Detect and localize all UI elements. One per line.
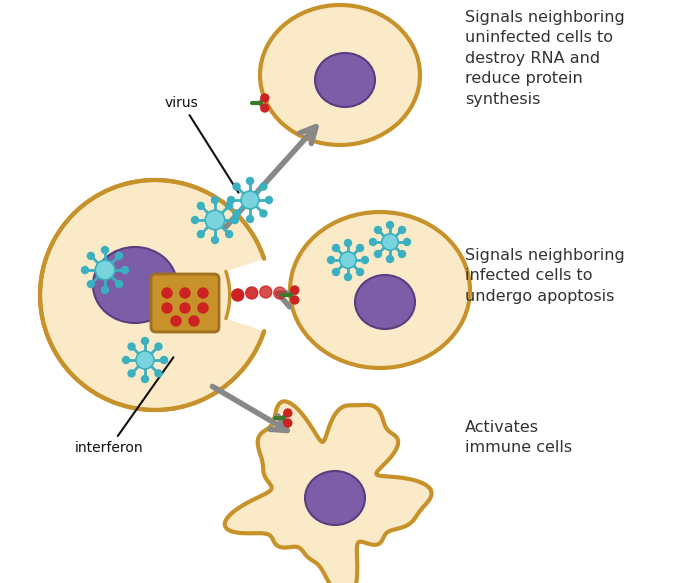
Text: Signals neighboring
uninfected cells to
destroy RNA and
reduce protein
synthesis: Signals neighboring uninfected cells to …	[465, 10, 624, 107]
Circle shape	[398, 226, 405, 233]
Circle shape	[171, 316, 181, 326]
Circle shape	[332, 244, 340, 251]
Circle shape	[284, 409, 292, 417]
Polygon shape	[225, 401, 432, 583]
Circle shape	[340, 252, 356, 268]
Circle shape	[228, 196, 234, 203]
Circle shape	[374, 226, 382, 233]
Circle shape	[290, 286, 299, 294]
Circle shape	[192, 216, 199, 223]
Circle shape	[232, 289, 244, 301]
Circle shape	[180, 288, 190, 298]
Circle shape	[116, 280, 122, 287]
Ellipse shape	[260, 5, 420, 145]
Circle shape	[344, 273, 351, 280]
Polygon shape	[226, 257, 275, 333]
Ellipse shape	[290, 212, 470, 368]
Circle shape	[122, 266, 129, 273]
Circle shape	[398, 251, 405, 258]
FancyBboxPatch shape	[151, 274, 219, 332]
Circle shape	[155, 370, 162, 377]
Circle shape	[189, 316, 199, 326]
Circle shape	[88, 280, 94, 287]
Text: virus: virus	[165, 96, 239, 192]
Text: Signals neighboring
infected cells to
undergo apoptosis: Signals neighboring infected cells to un…	[465, 248, 624, 304]
Circle shape	[128, 370, 135, 377]
Circle shape	[162, 303, 172, 313]
Circle shape	[197, 231, 204, 238]
Circle shape	[246, 287, 258, 299]
Ellipse shape	[315, 53, 375, 107]
Circle shape	[403, 238, 410, 245]
Circle shape	[205, 210, 225, 230]
Circle shape	[233, 210, 240, 217]
Circle shape	[386, 255, 393, 262]
Circle shape	[141, 375, 148, 382]
Circle shape	[128, 343, 135, 350]
Circle shape	[241, 191, 259, 209]
Ellipse shape	[305, 471, 365, 525]
Circle shape	[261, 94, 269, 102]
Circle shape	[225, 202, 232, 209]
Circle shape	[232, 216, 239, 223]
Circle shape	[198, 288, 208, 298]
Ellipse shape	[93, 247, 177, 323]
Circle shape	[136, 351, 154, 369]
Circle shape	[141, 338, 148, 345]
Circle shape	[356, 244, 363, 251]
Circle shape	[233, 183, 240, 190]
Circle shape	[198, 303, 208, 313]
Circle shape	[211, 196, 218, 203]
Circle shape	[81, 266, 88, 273]
Circle shape	[197, 202, 204, 209]
Circle shape	[246, 216, 253, 223]
Circle shape	[370, 238, 377, 245]
Circle shape	[246, 177, 253, 184]
Circle shape	[261, 104, 269, 112]
Circle shape	[88, 252, 94, 259]
Circle shape	[260, 286, 272, 298]
Circle shape	[102, 286, 108, 293]
Circle shape	[102, 247, 108, 254]
Circle shape	[116, 252, 122, 259]
Circle shape	[162, 288, 172, 298]
Circle shape	[40, 180, 270, 410]
Circle shape	[386, 222, 393, 229]
Circle shape	[260, 210, 267, 217]
Circle shape	[284, 419, 292, 427]
Circle shape	[290, 296, 299, 304]
Text: Activates
immune cells: Activates immune cells	[465, 420, 572, 455]
Circle shape	[95, 260, 115, 280]
Circle shape	[332, 269, 340, 276]
Circle shape	[155, 343, 162, 350]
Text: interferon: interferon	[75, 357, 174, 455]
Circle shape	[260, 183, 267, 190]
Circle shape	[361, 257, 368, 264]
Circle shape	[225, 231, 232, 238]
Ellipse shape	[355, 275, 415, 329]
Circle shape	[382, 234, 398, 250]
Circle shape	[356, 269, 363, 276]
Circle shape	[265, 196, 272, 203]
Circle shape	[160, 356, 167, 363]
Circle shape	[211, 237, 218, 244]
Circle shape	[122, 356, 130, 363]
Circle shape	[274, 287, 286, 299]
Circle shape	[328, 257, 335, 264]
Circle shape	[180, 303, 190, 313]
Circle shape	[374, 251, 382, 258]
Circle shape	[344, 240, 351, 247]
